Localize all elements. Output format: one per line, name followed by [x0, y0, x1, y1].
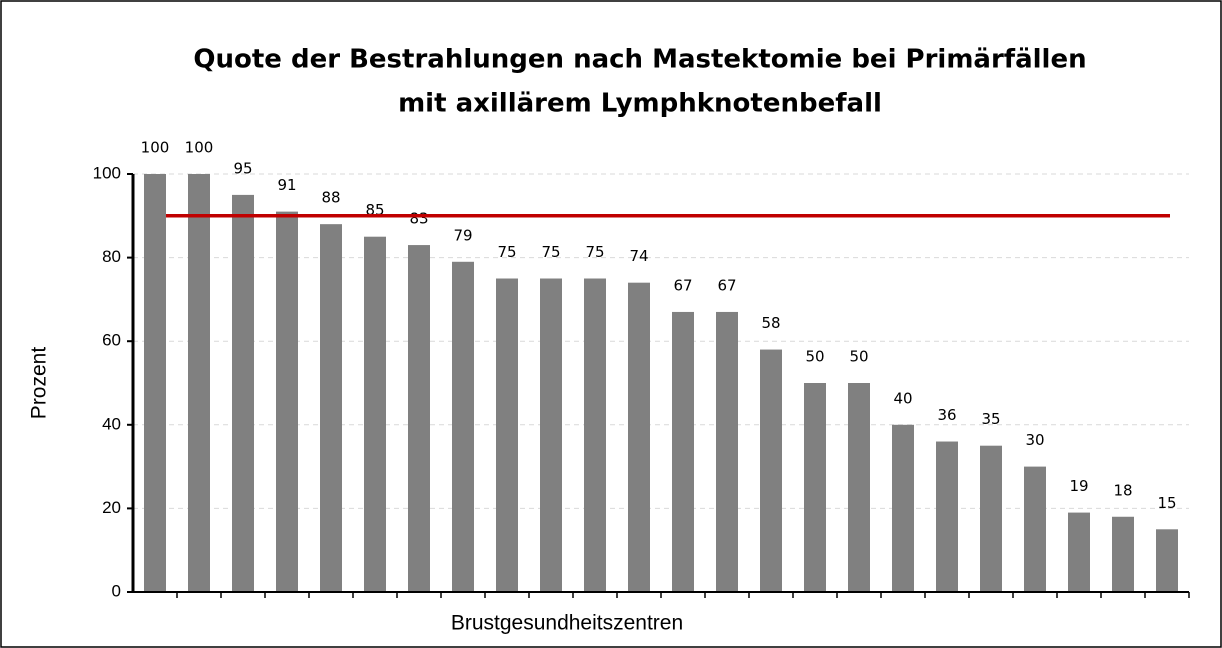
bar: [496, 278, 518, 592]
bar: [848, 383, 870, 592]
data-label: 95: [233, 159, 252, 177]
bar: [144, 174, 166, 592]
bar: [716, 311, 738, 592]
bar: [452, 261, 474, 592]
data-label: 30: [1025, 431, 1044, 449]
bar: [760, 349, 782, 592]
y-tick-label: 100: [93, 163, 121, 182]
bar: [892, 424, 914, 592]
data-label: 75: [497, 243, 516, 261]
data-label: 83: [409, 210, 428, 228]
bar: [408, 245, 430, 592]
y-tick-label: 20: [102, 498, 121, 517]
data-label: 50: [849, 348, 868, 366]
bar: [628, 282, 650, 592]
data-label: 50: [805, 348, 824, 366]
y-tick-label: 80: [102, 247, 121, 266]
bar: [232, 194, 254, 592]
data-label: 36: [937, 406, 956, 424]
bar: [320, 224, 342, 592]
bar: [1024, 466, 1046, 592]
y-tick-label: 40: [102, 414, 121, 433]
data-label: 100: [185, 139, 214, 157]
data-label: 67: [717, 276, 736, 294]
bar: [936, 441, 958, 592]
data-label: 40: [893, 389, 912, 407]
data-label: 79: [453, 226, 472, 244]
data-label: 88: [321, 189, 340, 207]
data-label: 91: [277, 176, 296, 194]
chart-title: mit axillärem Lymphknotenbefall: [398, 89, 882, 119]
x-axis-title: Brustgesundheitszentren: [451, 612, 683, 635]
bar: [1068, 512, 1090, 592]
bar: [188, 174, 210, 592]
chart-title: Quote der Bestrahlungen nach Mastektomie…: [193, 45, 1086, 75]
bar: [804, 383, 826, 592]
bar: [1112, 516, 1134, 592]
bar: [364, 236, 386, 592]
bar: [276, 211, 298, 592]
data-label: 35: [981, 410, 1000, 428]
data-label: 100: [141, 139, 170, 157]
y-tick-label: 0: [112, 581, 121, 600]
y-tick-label: 60: [102, 331, 121, 350]
bar: [980, 445, 1002, 592]
data-label: 58: [761, 314, 780, 332]
data-label: 67: [673, 276, 692, 294]
y-axis-title: Prozent: [28, 347, 51, 420]
data-label: 75: [541, 243, 560, 261]
bar: [584, 278, 606, 592]
data-label: 18: [1113, 481, 1132, 499]
data-label: 19: [1069, 477, 1088, 495]
data-label: 15: [1157, 494, 1176, 512]
bar: [540, 278, 562, 592]
bar: [672, 311, 694, 592]
data-label: 75: [585, 243, 604, 261]
bar: [1156, 529, 1178, 592]
data-label: 74: [629, 247, 648, 265]
